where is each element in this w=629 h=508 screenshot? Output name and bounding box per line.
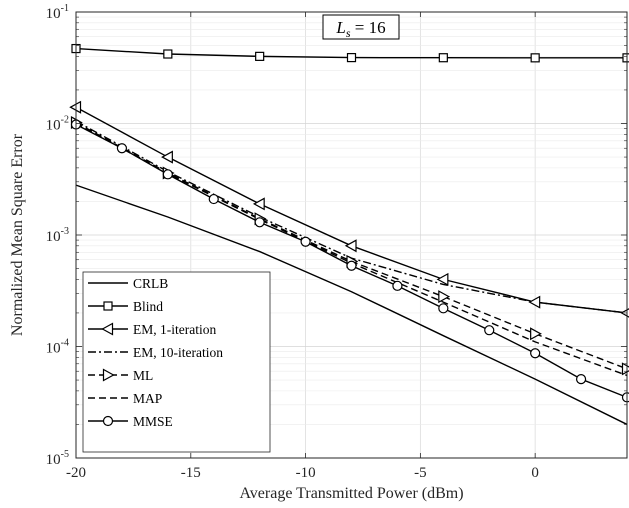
y-tick-label-base: 10 [46, 118, 61, 134]
y-tick-label: 10-4 [46, 338, 69, 357]
marker-mmse [254, 217, 265, 228]
marker-mmse [300, 236, 311, 247]
legend-label-blind: Blind [133, 299, 163, 314]
marker-blind [255, 51, 265, 61]
marker-mmse [438, 303, 449, 314]
marker-mmse [575, 374, 587, 385]
tick-labels: -20 -15 -10 -5 010-510-410-310-210-1 [46, 3, 539, 481]
series-line-crlb [75, 184, 628, 426]
x-tick-label: 0 [531, 465, 539, 481]
x-tick-label: -5 [414, 465, 427, 481]
legend-frame [82, 271, 271, 453]
legend-label-crlb: CRLB [133, 276, 168, 291]
annotation-box: Ls = 16 [322, 14, 400, 40]
x-tick-label: -20 [66, 465, 86, 481]
annotation-sub: s [346, 26, 351, 40]
legend: CRLB Blind EM, 1-iteration EM, 10-iteration… [82, 271, 271, 453]
marker-blind [346, 52, 357, 63]
legend-label-em-10-iteration: EM, 10-iteration [133, 345, 223, 360]
marker-mmse [621, 392, 629, 403]
marker-mmse [392, 280, 403, 291]
marker-em-1-iteration [252, 197, 265, 211]
marker-ml [530, 327, 542, 341]
x-tick-label: -10 [296, 465, 316, 481]
annotation-text: Ls = 16 [335, 18, 385, 40]
marker-mmse [484, 325, 495, 336]
marker-mmse [162, 169, 173, 180]
y-tick-label-exponent: -2 [61, 115, 69, 126]
y-tick-label-exponent: -5 [61, 449, 69, 460]
legend-marker-blind [103, 301, 113, 311]
y-axis-label: Normalized Mean Square Error [9, 133, 26, 336]
annotation-rest: = 16 [351, 18, 386, 37]
marker-blind [438, 53, 448, 63]
y-tick-label-exponent: -1 [61, 3, 69, 14]
marker-mmse [116, 143, 128, 154]
x-axis-label: Average Transmitted Power (dBm) [239, 485, 463, 502]
marker-mmse [208, 193, 219, 205]
legend-label-em-1-iteration: EM, 1-iteration [133, 322, 216, 337]
annotation-main: L [335, 18, 345, 37]
marker-ml [438, 290, 451, 304]
marker-em-1-iteration [344, 239, 357, 253]
y-tick-label: 10-1 [46, 3, 69, 22]
marker-em-1-iteration [161, 150, 173, 164]
y-tick-label: 10-5 [46, 449, 69, 468]
axis-ticks [75, 11, 627, 459]
marker-blind [163, 49, 173, 59]
marker-blind [622, 53, 629, 63]
y-tick-label: 10-2 [46, 115, 69, 134]
y-tick-label-exponent: -4 [61, 338, 69, 349]
y-tick-label-base: 10 [46, 452, 61, 468]
marker-ml [621, 362, 629, 376]
y-tick-label-base: 10 [46, 6, 61, 22]
legend-marker-mmse [102, 415, 114, 427]
legend-label-mmse: MMSE [133, 414, 173, 429]
legend-label-ml: ML [133, 368, 153, 383]
marker-mmse [346, 260, 357, 271]
legend-label-map: MAP [133, 391, 162, 406]
marker-blind [530, 53, 540, 63]
legend-marker-em-1-iteration [101, 322, 114, 336]
y-tick-label-base: 10 [46, 341, 61, 357]
y-tick-label: 10-3 [46, 226, 69, 245]
marker-mmse [530, 348, 541, 359]
x-tick-label: -15 [181, 465, 201, 481]
marker-em-1-iteration [528, 295, 541, 309]
y-tick-label-base: 10 [46, 229, 61, 245]
marker-em-1-iteration [436, 272, 449, 286]
annotation-frame [322, 14, 400, 40]
legend-marker-ml [102, 368, 115, 382]
y-tick-label-exponent: -3 [61, 226, 69, 237]
